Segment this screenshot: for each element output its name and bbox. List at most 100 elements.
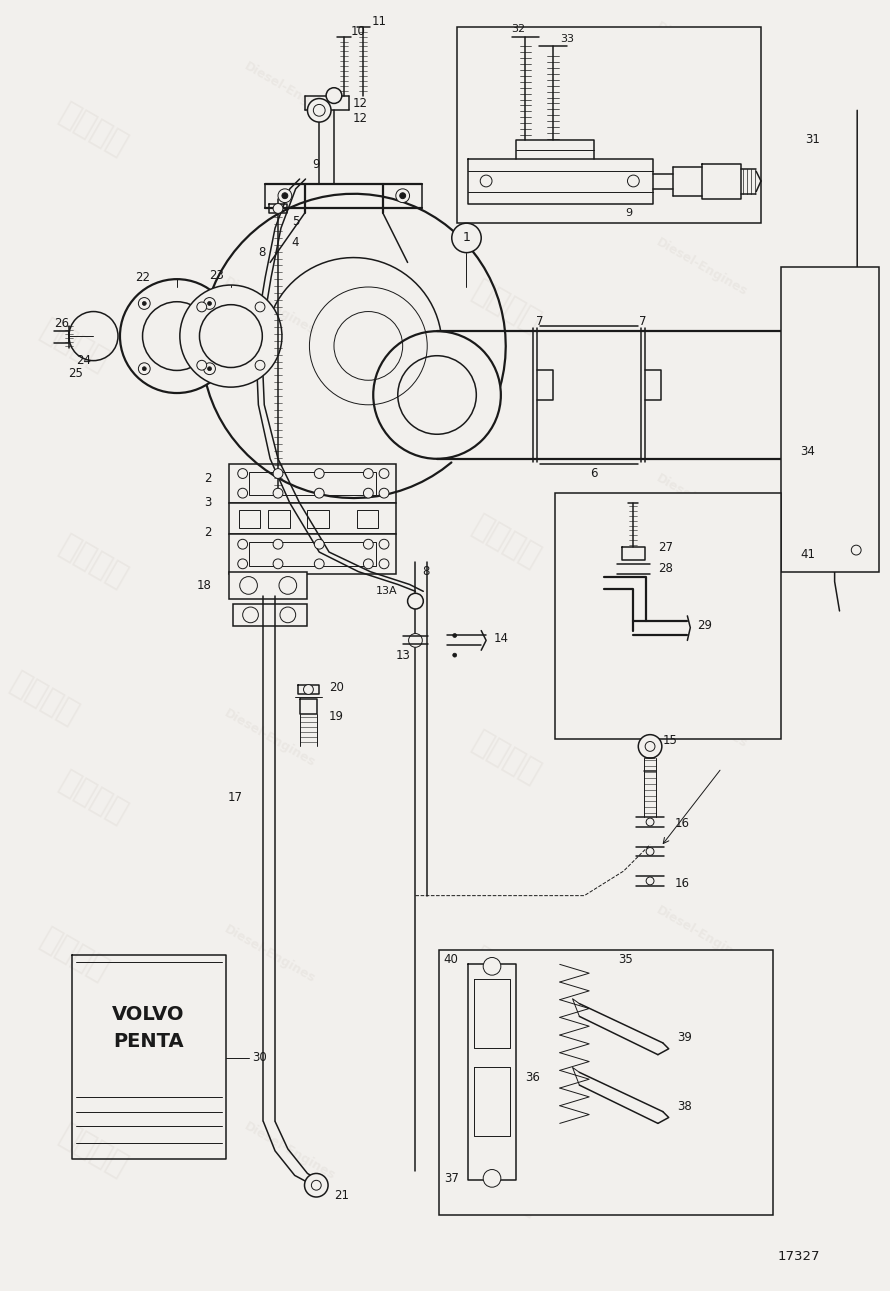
- Text: 紫发动力: 紫发动力: [54, 99, 133, 161]
- Text: 18: 18: [197, 578, 211, 593]
- Text: 11: 11: [371, 15, 386, 28]
- Bar: [307, 510, 329, 528]
- Circle shape: [278, 188, 292, 203]
- Circle shape: [142, 367, 146, 371]
- Text: 15: 15: [663, 735, 677, 747]
- Circle shape: [273, 469, 283, 479]
- Bar: [439, 950, 773, 1215]
- Circle shape: [273, 559, 283, 569]
- Circle shape: [138, 363, 150, 374]
- Text: 3: 3: [204, 497, 211, 510]
- Circle shape: [852, 545, 862, 555]
- Text: 紫发动力: 紫发动力: [467, 276, 545, 337]
- Text: 30: 30: [253, 1051, 267, 1064]
- Circle shape: [314, 469, 324, 479]
- Text: 12: 12: [352, 111, 368, 125]
- Circle shape: [138, 297, 150, 310]
- Text: 4: 4: [292, 236, 299, 249]
- Circle shape: [273, 204, 283, 213]
- Text: VOLVO
PENTA: VOLVO PENTA: [112, 1006, 185, 1051]
- Circle shape: [379, 488, 389, 498]
- Circle shape: [207, 367, 212, 371]
- Circle shape: [638, 735, 662, 758]
- Bar: [248, 471, 376, 496]
- Text: 20: 20: [329, 682, 344, 695]
- Bar: [457, 27, 761, 223]
- Text: 34: 34: [800, 445, 815, 458]
- Text: 8: 8: [423, 565, 430, 578]
- Circle shape: [326, 88, 342, 103]
- Text: 33: 33: [560, 34, 574, 44]
- Circle shape: [409, 634, 423, 647]
- Circle shape: [238, 488, 247, 498]
- Text: 12: 12: [352, 97, 368, 110]
- Text: 紫发动力: 紫发动力: [467, 727, 545, 789]
- Text: Diesel-Engines: Diesel-Engines: [242, 491, 337, 554]
- Circle shape: [197, 360, 206, 371]
- Bar: [248, 542, 376, 565]
- Circle shape: [204, 297, 215, 310]
- Text: 14: 14: [494, 631, 509, 646]
- Circle shape: [280, 607, 295, 622]
- Circle shape: [239, 577, 257, 594]
- Circle shape: [408, 594, 424, 609]
- Circle shape: [379, 540, 389, 549]
- Bar: [229, 572, 307, 599]
- Text: 31: 31: [805, 133, 820, 146]
- Circle shape: [273, 540, 283, 549]
- Text: 37: 37: [444, 1172, 458, 1185]
- Text: 26: 26: [54, 316, 69, 329]
- Circle shape: [312, 1180, 321, 1190]
- Text: Diesel-Engines: Diesel-Engines: [654, 236, 750, 298]
- Circle shape: [481, 176, 492, 187]
- Circle shape: [646, 818, 654, 826]
- Text: 32: 32: [512, 23, 526, 34]
- Bar: [229, 503, 396, 534]
- Text: Diesel-Engines: Diesel-Engines: [222, 923, 318, 986]
- Text: 17327: 17327: [777, 1251, 820, 1264]
- Circle shape: [314, 540, 324, 549]
- Circle shape: [243, 607, 258, 622]
- Circle shape: [379, 559, 389, 569]
- Circle shape: [645, 741, 655, 751]
- Text: 7: 7: [639, 315, 647, 328]
- Text: 19: 19: [329, 710, 344, 723]
- Text: Diesel-Engines: Diesel-Engines: [654, 471, 750, 534]
- Text: 紫发动力: 紫发动力: [467, 511, 545, 573]
- Circle shape: [197, 302, 206, 312]
- Text: 41: 41: [800, 547, 815, 560]
- Circle shape: [373, 332, 501, 458]
- Text: 1: 1: [463, 231, 471, 244]
- Text: 17: 17: [228, 791, 243, 804]
- Bar: [554, 493, 781, 738]
- Circle shape: [453, 634, 457, 638]
- Text: 7: 7: [537, 315, 544, 328]
- Text: 39: 39: [677, 1032, 692, 1044]
- Bar: [781, 267, 878, 572]
- Circle shape: [453, 653, 457, 657]
- Circle shape: [627, 176, 639, 187]
- Text: 紫发动力: 紫发动力: [35, 924, 113, 985]
- Circle shape: [452, 223, 481, 253]
- Text: 5: 5: [292, 214, 299, 227]
- Circle shape: [282, 192, 287, 199]
- Text: 16: 16: [675, 817, 690, 830]
- Bar: [239, 510, 261, 528]
- Text: 9: 9: [625, 208, 632, 218]
- Circle shape: [204, 363, 215, 374]
- Text: 紫发动力: 紫发动力: [54, 767, 133, 829]
- Text: Diesel-Engines: Diesel-Engines: [654, 19, 750, 83]
- Text: 13A: 13A: [376, 586, 398, 596]
- Text: 2: 2: [204, 473, 211, 485]
- Circle shape: [400, 192, 406, 199]
- Text: 10: 10: [351, 26, 366, 39]
- Text: 36: 36: [525, 1070, 540, 1083]
- Circle shape: [207, 302, 212, 306]
- Text: 35: 35: [619, 953, 634, 966]
- Circle shape: [303, 684, 313, 695]
- Text: 紫发动力: 紫发动力: [54, 531, 133, 593]
- Text: 27: 27: [658, 541, 673, 554]
- Bar: [357, 510, 378, 528]
- Text: 紫发动力: 紫发动力: [467, 59, 545, 121]
- Text: 25: 25: [69, 367, 84, 380]
